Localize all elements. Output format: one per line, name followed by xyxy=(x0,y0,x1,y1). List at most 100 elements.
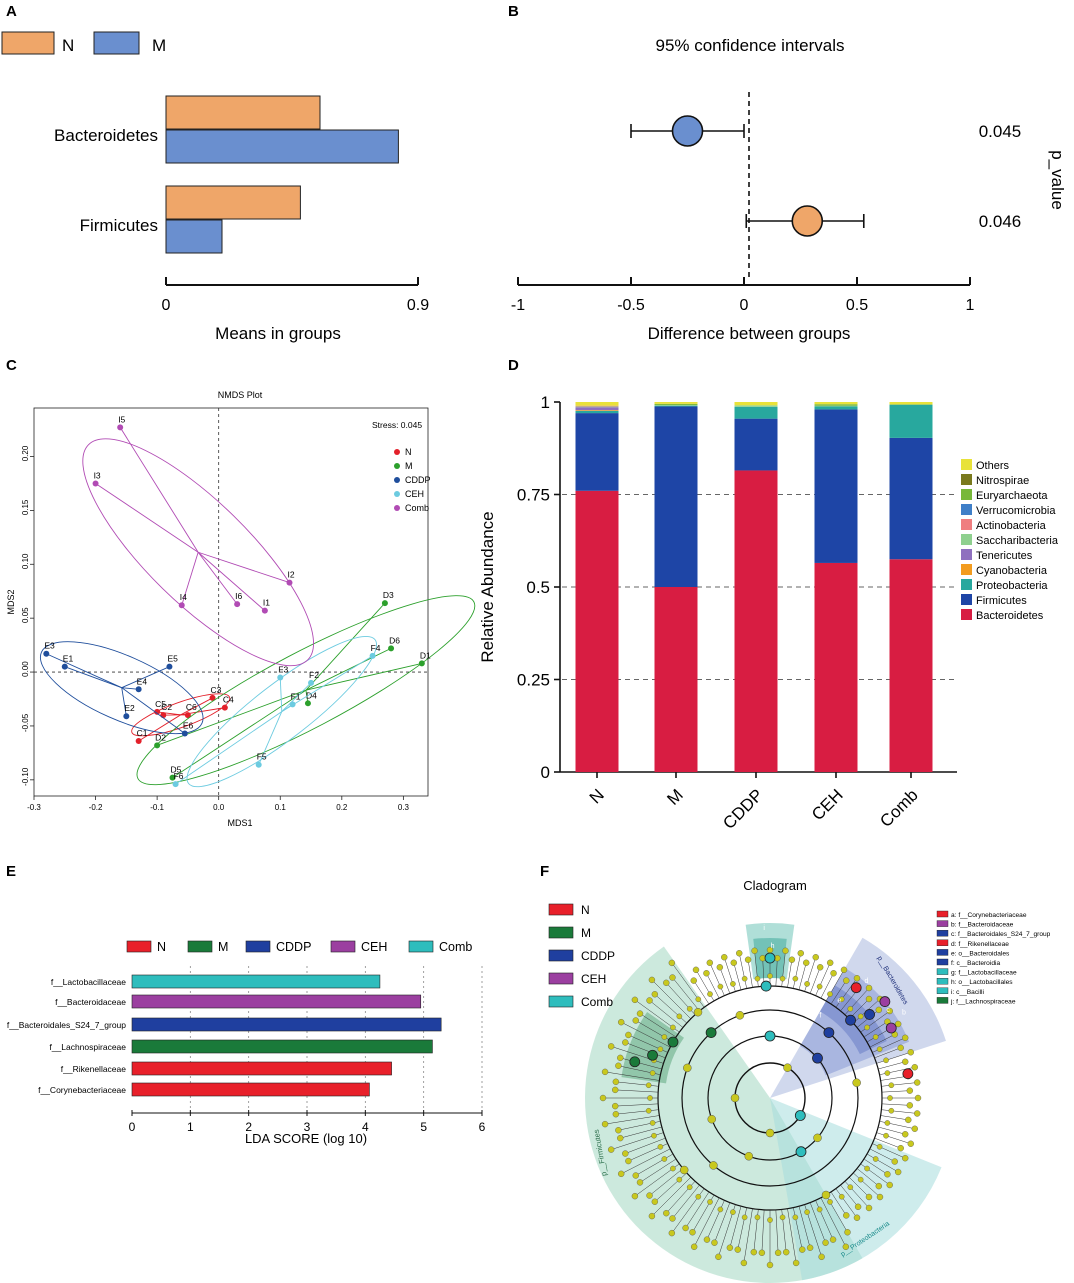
legend-label-n: N xyxy=(157,940,166,954)
cladogram-node xyxy=(695,1193,702,1200)
point-label-c4: C4 xyxy=(223,695,234,705)
cladogram-branch xyxy=(835,1188,858,1218)
point-label-e2: E2 xyxy=(124,703,135,713)
cladogram-branch xyxy=(866,1153,899,1173)
cladogram-leaf xyxy=(913,1079,921,1086)
y-tick-label: 1 xyxy=(541,393,550,412)
point-label-d6: D6 xyxy=(389,635,400,645)
cladogram-node xyxy=(717,1206,724,1213)
x-tick-label: 6 xyxy=(479,1120,486,1134)
spoke-d1 xyxy=(305,662,422,691)
legend-swatch-nitrospirae xyxy=(961,474,972,485)
cladogram-leaf xyxy=(842,1243,850,1250)
point-c4 xyxy=(221,704,228,711)
cladogram-node xyxy=(741,1214,748,1221)
point-label-f6: F6 xyxy=(174,771,184,781)
point-label-c6: C6 xyxy=(186,702,197,712)
key-swatch-h-o-lactobacillales xyxy=(936,978,949,985)
cladogram-node xyxy=(888,1107,895,1114)
x-tick-label: 2 xyxy=(245,1120,252,1134)
bar-segment-m-firmicutes xyxy=(654,406,698,587)
key-swatch-f-c-bacteroidia xyxy=(936,958,949,966)
spoke-f3 xyxy=(279,677,283,712)
legend-swatch-others xyxy=(961,459,972,470)
point-f3 xyxy=(277,674,284,681)
cladogram-leaf xyxy=(651,1198,659,1205)
y-tick-label: 0.15 xyxy=(21,499,30,515)
cladogram-branch xyxy=(639,1013,677,1038)
ellipse-n xyxy=(131,693,231,737)
cladogram-leaf xyxy=(840,966,848,974)
cladogram-branch xyxy=(761,1209,765,1253)
spoke-c5 xyxy=(157,711,181,716)
cladogram-branch xyxy=(654,994,687,1024)
cladogram-branch xyxy=(809,1202,826,1243)
key-swatch-a-f-corynebacteriaceae xyxy=(936,910,949,918)
cladogram-leaf xyxy=(668,959,676,967)
cladogram-branch xyxy=(615,1089,659,1093)
cladogram-leaf xyxy=(607,1043,615,1050)
point-label-i6: I6 xyxy=(235,591,242,601)
spoke-f6 xyxy=(175,711,283,785)
cladogram-leaf xyxy=(750,1248,757,1256)
cladogram-branch xyxy=(729,1206,742,1248)
y-tick-label: -0.05 xyxy=(21,713,30,732)
cladogram-leaf xyxy=(906,1087,914,1094)
cladogram-branch xyxy=(625,1042,666,1059)
cladogram-branch xyxy=(709,962,725,996)
category-label-firmicutes: Firmicutes xyxy=(80,216,158,235)
x-tick-label-comb: Comb xyxy=(876,785,922,831)
cladogram-leaf xyxy=(690,977,697,984)
point-f2 xyxy=(308,679,315,686)
cladogram-leaf xyxy=(907,1140,914,1147)
cladogram-leaf xyxy=(612,1111,620,1118)
point-label-f3: F3 xyxy=(278,664,288,674)
category-label-bacteroidetes: Bacteroidetes xyxy=(54,126,158,145)
cladogram-branch xyxy=(840,1184,859,1207)
cladogram-leaf xyxy=(843,977,850,984)
legend-swatch-cddp xyxy=(245,940,271,953)
x-tick-label-ceh: CEH xyxy=(808,785,847,824)
cladogram-leaf xyxy=(907,1049,914,1056)
ellipse-ceh xyxy=(186,635,377,788)
legend-label-cddp: CDDP xyxy=(581,949,615,963)
cladogram-node xyxy=(670,1024,676,1031)
cladogram-node xyxy=(816,983,823,990)
cladogram-leaf xyxy=(615,1127,622,1134)
cladogram-leaf xyxy=(902,1154,909,1162)
legend-label-n: N xyxy=(581,903,590,917)
cladogram-leaf xyxy=(736,950,743,957)
cladogram-leaf xyxy=(914,1094,922,1102)
cladogram-leaf xyxy=(703,970,710,977)
legend-label-comb: Comb xyxy=(581,995,613,1009)
cladogram-node xyxy=(838,996,845,1003)
cladogram-node xyxy=(847,1006,854,1012)
cladogram-leaf xyxy=(646,1192,653,1199)
cladogram-leaf xyxy=(891,1158,898,1165)
point-d3 xyxy=(381,600,388,607)
legend-swatch-saccharibacteria xyxy=(961,534,972,545)
point-c6 xyxy=(184,712,191,719)
bar-segment-comb-firmicutes xyxy=(889,437,933,560)
cladogram-branch xyxy=(830,1191,847,1216)
cladogram-branch xyxy=(635,1153,674,1176)
legend-label-proteobacteria: Proteobacteria xyxy=(976,580,1048,592)
x-tick-label: 1 xyxy=(966,297,975,314)
y-axis-title: MDS2 xyxy=(6,589,16,614)
cladogram-branch xyxy=(869,1148,895,1162)
cladogram-leaf xyxy=(625,1157,632,1165)
bar-segment-ceh-others xyxy=(814,402,858,405)
cladogram-branch xyxy=(615,1081,659,1087)
cladogram-leaf xyxy=(599,1094,607,1102)
cladogram-significant-node-m xyxy=(705,1027,717,1039)
y-tick-label: 0.25 xyxy=(517,671,550,690)
bar-segment-m-bacteroidetes xyxy=(654,587,698,772)
cladogram-branch xyxy=(775,958,778,987)
cladogram-node xyxy=(679,1165,689,1175)
cladogram-node xyxy=(676,1013,683,1020)
cladogram-node xyxy=(649,1120,656,1126)
bar-segment-m-proteobacteria xyxy=(654,405,698,407)
cladogram-ring xyxy=(681,1009,859,1187)
panel-f-cladogram: Cladogram abcdefhip__Firmicutesp__Bacter… xyxy=(548,878,1051,1283)
cladogram-leaf xyxy=(612,1102,619,1110)
